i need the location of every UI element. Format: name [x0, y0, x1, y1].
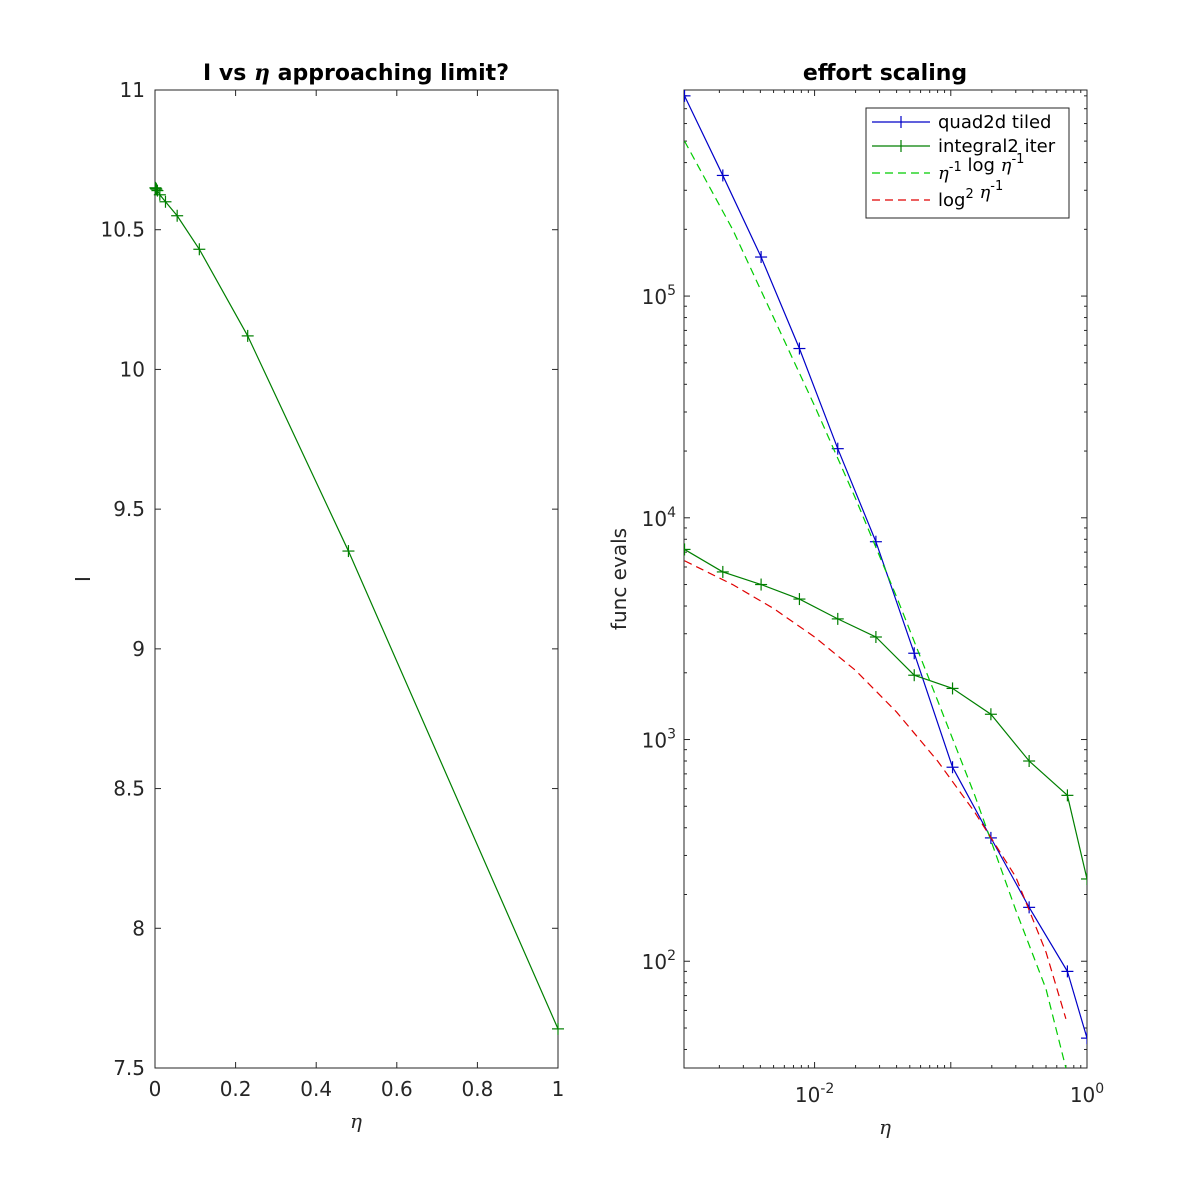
x-tick-label: 100: [1070, 1081, 1104, 1107]
data-point: [755, 578, 768, 591]
legend-item: quad2d tiled: [872, 112, 1051, 133]
data-point: [1061, 965, 1074, 978]
data-point: [1061, 789, 1074, 802]
y-tick-label: 11: [120, 78, 145, 102]
x-tick-label: 10-2: [795, 1081, 834, 1107]
data-point: [684, 543, 691, 556]
data-point: [153, 188, 166, 201]
x-tick-label: 0.6: [381, 1077, 413, 1101]
y-tick-label: 8.5: [113, 777, 145, 801]
legend-label: η-1 log η-1: [938, 152, 1024, 184]
right-x-axis-label: η: [879, 1115, 891, 1139]
x-tick-label: 1: [552, 1077, 565, 1101]
right-plot-area: [683, 89, 1088, 1069]
left-x-axis-label: η: [350, 1109, 362, 1133]
y-tick-label: 7.5: [113, 1056, 145, 1080]
x-tick-label: 0.8: [461, 1077, 493, 1101]
series-line: [684, 560, 1067, 1019]
right-chart: 10-2 100 102 103 104 105 effort scaling η fun…: [607, 61, 1104, 1139]
legend-label: integral2 iter: [938, 136, 1056, 157]
x-tick-label: 0: [149, 1077, 162, 1101]
y-tick-label: 104: [642, 505, 676, 531]
data-point: [241, 329, 254, 342]
data-point: [831, 612, 844, 625]
legend-item: integral2 iter: [872, 136, 1056, 157]
data-point: [1081, 1032, 1087, 1045]
data-point: [869, 535, 882, 548]
x-tick-label: 0.2: [220, 1077, 252, 1101]
data-point: [149, 182, 162, 195]
title-text-part: I vs: [203, 61, 254, 86]
y-tick-label: 103: [642, 727, 676, 753]
data-point: [716, 565, 729, 578]
data-point: [1023, 755, 1036, 768]
legend-label: quad2d tiled: [938, 112, 1051, 133]
right-chart-title: effort scaling: [803, 61, 967, 86]
data-point: [755, 251, 768, 264]
legend-label: log2 η-1: [938, 179, 1003, 211]
data-point: [869, 630, 882, 643]
data-point: [908, 669, 921, 682]
data-point: [716, 169, 729, 182]
left-chart-title: I vs η approaching limit?: [203, 60, 509, 86]
data-point: [793, 593, 806, 606]
left-plot-area: [154, 89, 559, 1069]
data-point: [193, 243, 206, 256]
right-series: [684, 90, 1087, 1068]
y-tick-label: 8: [132, 916, 145, 940]
data-point: [684, 90, 691, 102]
right-y-axis-label: func evals: [607, 528, 631, 630]
legend-item: log2 η-1: [872, 179, 1003, 211]
title-eta-symbol: η: [254, 60, 270, 86]
data-point: [342, 545, 355, 558]
left-ticks: 0 0.2 0.4 0.6 0.8 1 7.5 8 8.5 9 9.5 10 10.5 11: [100, 78, 564, 1101]
left-chart: 0 0.2 0.4 0.6 0.8 1 7.5 8 8.5 9 9.5 10 10.5 11 I vs η…: [71, 60, 564, 1133]
series-line: [684, 95, 1087, 1039]
data-point: [984, 708, 997, 721]
data-point: [946, 761, 959, 774]
data-point: [908, 647, 921, 660]
y-tick-label: 10: [120, 357, 145, 381]
series-line: [684, 548, 1087, 880]
x-tick-label: 0.4: [300, 1077, 332, 1101]
data-point: [552, 1022, 564, 1035]
left-y-axis-label: I: [71, 576, 95, 582]
y-tick-label: 9.5: [113, 497, 145, 521]
y-tick-label: 9: [132, 637, 145, 661]
right-ticks: 10-2 100 102 103 104 105: [642, 90, 1104, 1107]
data-point: [946, 682, 959, 695]
data-point: [1023, 901, 1036, 914]
y-tick-label: 105: [642, 283, 676, 309]
title-text-part: approaching limit?: [270, 61, 509, 86]
data-point: [793, 342, 806, 355]
data-point: [159, 195, 172, 208]
y-tick-label: 10.5: [100, 218, 145, 242]
data-point: [171, 209, 184, 222]
legend-item: η-1 log η-1: [872, 152, 1024, 184]
y-tick-label: 102: [642, 948, 676, 974]
data-point: [1081, 872, 1087, 885]
left-series: [149, 181, 564, 1035]
